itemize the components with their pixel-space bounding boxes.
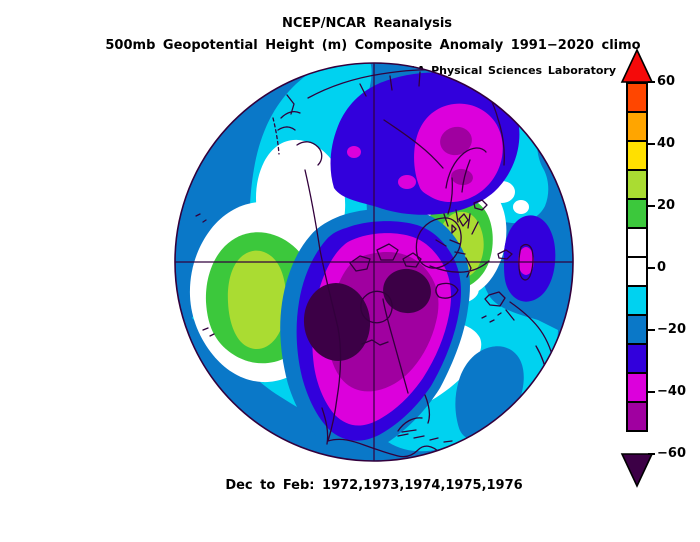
attribution-text: NOAA Physical Sciences Laboratory [390, 64, 617, 77]
coastline-caribbean [397, 429, 469, 445]
date-line [272, 117, 280, 155]
borders-europe [435, 209, 513, 260]
small-islands [195, 213, 502, 337]
figure-subtitle: 500mb Geopotential Height (m) Composite … [105, 38, 641, 53]
coastline-bering [277, 94, 323, 166]
coastline-arctic-islands [349, 243, 422, 272]
figure-title: NCEP/NCAR Reanalysis [281, 16, 453, 31]
composite-years-caption: Dec to Feb: 1972,1973,1974,1975,1976 [225, 478, 523, 493]
anomaly-core-eastern-canada [383, 268, 431, 314]
negative-anomaly-caspian [503, 215, 556, 302]
coastline-asia [307, 69, 534, 281]
negative-anomaly-scandinavia [330, 72, 520, 215]
coastline-europe [429, 147, 506, 307]
map-boundary-circle [174, 62, 574, 462]
coastline-hudson-bay [360, 290, 393, 346]
coastline-north-america [304, 169, 463, 460]
